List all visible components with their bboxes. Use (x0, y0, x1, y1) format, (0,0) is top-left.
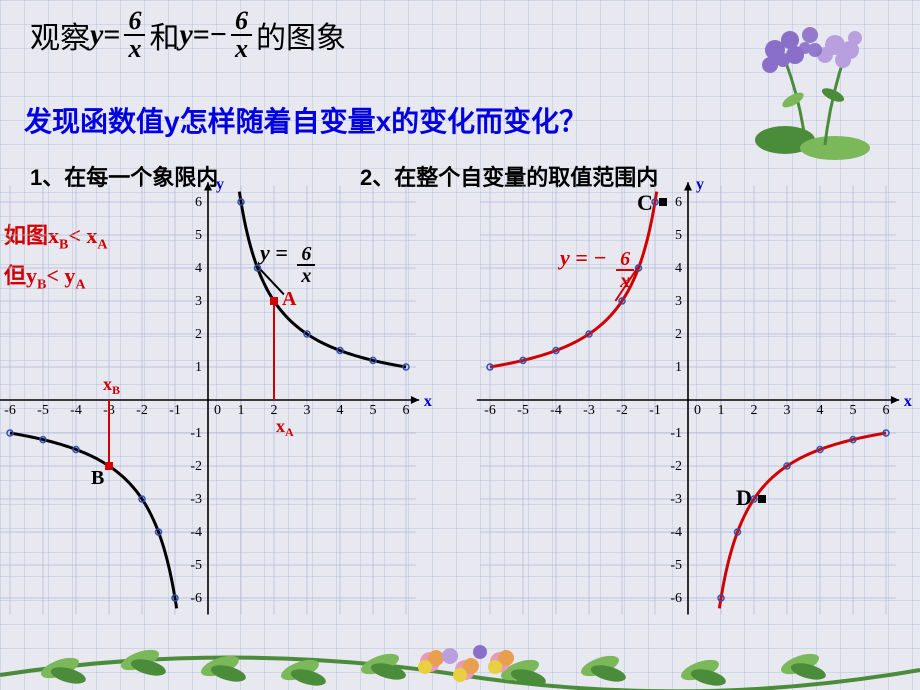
x-tick: 1 (238, 403, 245, 418)
point-D (758, 495, 766, 503)
x-tick: -1 (649, 403, 661, 418)
x-tick: -1 (169, 403, 181, 418)
x-tick: 4 (337, 403, 344, 418)
svg-text:0: 0 (694, 403, 701, 418)
y-tick: 3 (675, 294, 682, 309)
x-tick: 3 (304, 403, 311, 418)
x-tick: 5 (850, 403, 857, 418)
chart-right: -6 -6 -5 -5 -4 -4 -3 -3 -2 -2 -1 -1 1 1 2 2 3 3 4 4 5 5 6 6 0 x y C… (470, 180, 920, 650)
label-A: A (282, 288, 297, 310)
y-axis-label: y (696, 180, 704, 193)
point-C (659, 198, 667, 206)
x-tick: -2 (136, 403, 148, 418)
x-axis-label: x (904, 393, 912, 410)
y-tick: -4 (670, 525, 682, 540)
y-tick: -2 (670, 459, 682, 474)
x-axis-label: x (424, 393, 432, 410)
x-tick: -3 (583, 403, 595, 418)
x-tick: 2 (751, 403, 758, 418)
label-D: D (736, 485, 752, 510)
x-tick: -6 (484, 403, 496, 418)
x-tick: 1 (718, 403, 725, 418)
x-tick: 6 (883, 403, 890, 418)
label-xB: xB (103, 374, 120, 397)
label-C: C (637, 190, 653, 215)
x-tick: -4 (550, 403, 562, 418)
x-tick: 6 (403, 403, 410, 418)
title-pre: 观察 (30, 13, 90, 57)
page-title: 观察 y = 6 x 和 y = − 6 x 的图象 (30, 8, 346, 62)
flower-decoration-bottom (0, 620, 920, 690)
title-neg: − (210, 18, 227, 52)
question-line: 发现函数值y怎样随着自变量x的变化而变化？ (24, 100, 587, 140)
label-B: B (91, 467, 104, 489)
x-tick: -5 (37, 403, 49, 418)
equation-label-right: y = − 6 x (560, 245, 638, 291)
title-mid: 和 (149, 13, 179, 57)
y-tick: -1 (190, 426, 202, 441)
y-tick: 1 (195, 360, 202, 375)
y-tick: -1 (670, 426, 682, 441)
x-tick: -5 (517, 403, 529, 418)
y-tick: 1 (675, 360, 682, 375)
y-tick: 5 (195, 228, 202, 243)
x-tick: -2 (616, 403, 628, 418)
y-tick: -3 (190, 492, 202, 507)
y-tick: 6 (675, 195, 682, 210)
y-axis-label: y (216, 180, 224, 193)
y-tick: 6 (195, 195, 202, 210)
x-tick: 5 (370, 403, 377, 418)
x-tick: -4 (70, 403, 82, 418)
y-tick: -3 (670, 492, 682, 507)
x-tick: -6 (4, 403, 16, 418)
y-tick: -5 (190, 558, 202, 573)
y-tick: 2 (195, 327, 202, 342)
svg-text:0: 0 (214, 403, 221, 418)
label-xA: xA (276, 416, 294, 439)
title-frac2: 6 x (231, 8, 252, 62)
y-tick: -6 (190, 591, 202, 606)
title-frac1: 6 x (124, 8, 145, 62)
y-tick: -5 (670, 558, 682, 573)
y-tick: -2 (190, 459, 202, 474)
title-eq2-lhs: y (179, 18, 192, 52)
y-tick: 2 (675, 327, 682, 342)
equation-label-left: y = 6 x (260, 240, 319, 286)
x-tick: 4 (817, 403, 824, 418)
y-tick: -6 (670, 591, 682, 606)
title-eq1-lhs: y (90, 18, 103, 52)
y-tick: 5 (675, 228, 682, 243)
y-tick: 4 (675, 261, 682, 276)
title-post: 的图象 (256, 13, 346, 57)
y-tick: -4 (190, 525, 202, 540)
y-tick: 4 (195, 261, 202, 276)
flower-decoration-top (710, 0, 920, 170)
x-tick: 3 (784, 403, 791, 418)
chart-left: -6-6-5-5-4-4-3-3-2-2-1-11122334455660xyA… (0, 180, 440, 650)
y-tick: 3 (195, 294, 202, 309)
